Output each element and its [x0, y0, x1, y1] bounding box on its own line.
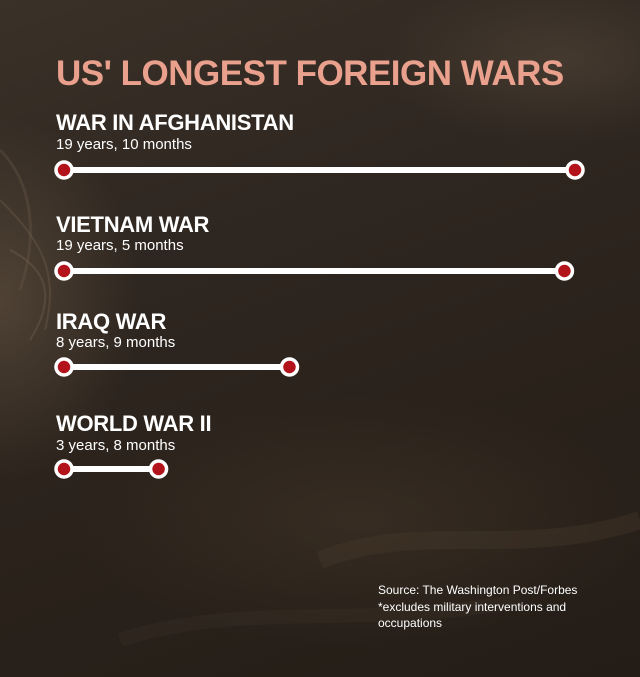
exclusion-note-line-2: occupations: [378, 616, 443, 630]
war-name-iraq: IRAQ WAR: [56, 309, 167, 334]
end-marker-afghanistan: [565, 160, 585, 180]
start-marker-iraq: [54, 357, 74, 377]
end-marker-ww2: [148, 459, 169, 479]
war-duration-afghanistan: 19 years, 10 months: [56, 136, 192, 153]
war-name-ww2: WORLD WAR II: [56, 411, 212, 436]
war-duration-iraq: 8 years, 9 months: [56, 334, 176, 351]
chart-title: US' LONGEST FOREIGN WARS: [56, 54, 564, 93]
end-marker-vietnam: [554, 261, 575, 281]
source-note: Source: The Washington Post/Forbes: [378, 583, 578, 597]
start-marker-afghanistan: [54, 160, 74, 180]
start-marker-vietnam: [54, 261, 74, 281]
exclusion-note-line-1: *excludes military interventions and: [378, 600, 567, 614]
start-marker-ww2: [54, 459, 74, 479]
war-name-afghanistan: WAR IN AFGHANISTAN: [56, 110, 294, 135]
war-duration-vietnam: 19 years, 5 months: [56, 237, 184, 254]
end-marker-iraq: [279, 357, 300, 377]
war-duration-ww2: 3 years, 8 months: [56, 437, 176, 454]
war-name-vietnam: VIETNAM WAR: [56, 212, 210, 237]
